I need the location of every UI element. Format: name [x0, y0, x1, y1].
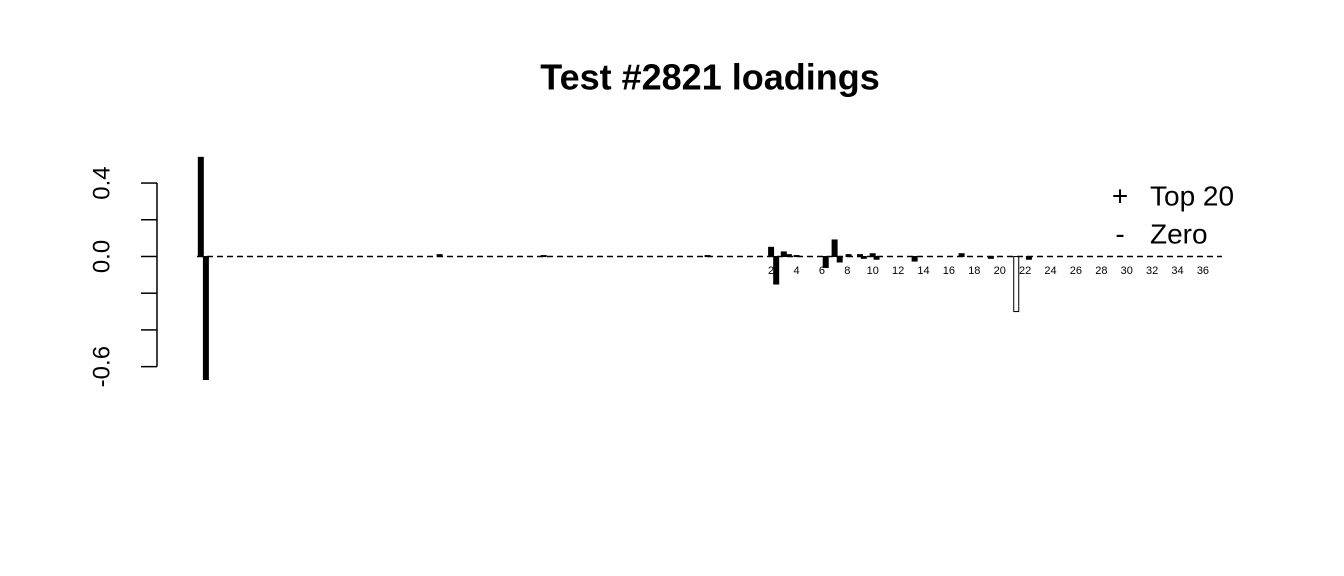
x-tick-label: 14: [917, 265, 929, 277]
bar: [773, 255, 780, 285]
legend-symbol: +: [1112, 180, 1128, 211]
bar: [836, 255, 843, 263]
bar: [911, 255, 918, 262]
y-tick-label: 0.4: [88, 166, 115, 199]
bar: [822, 255, 829, 268]
legend-label: Top 20: [1150, 180, 1234, 211]
x-tick-label: 34: [1171, 265, 1183, 277]
x-tick-label: 6: [819, 265, 825, 277]
bar: [1013, 255, 1020, 313]
x-tick-label: 16: [943, 265, 955, 277]
x-tick-label: 8: [844, 265, 850, 277]
bar: [768, 246, 775, 257]
x-tick-label: 26: [1070, 265, 1082, 277]
legend-symbol: -: [1115, 218, 1124, 249]
x-tick-label: 32: [1146, 265, 1158, 277]
legend-label: Zero: [1150, 218, 1208, 249]
x-tick-label: 28: [1095, 265, 1107, 277]
x-tick-label: 2: [768, 265, 774, 277]
x-tick-label: 12: [892, 265, 904, 277]
x-tick-label: 10: [867, 265, 879, 277]
bar: [197, 156, 204, 257]
y-tick-label: -0.6: [88, 346, 115, 387]
chart-title: Test #2821 loadings: [540, 57, 879, 98]
x-tick-label: 20: [994, 265, 1006, 277]
x-tick-label: 18: [968, 265, 980, 277]
x-tick-label: 36: [1197, 265, 1209, 277]
bar: [873, 255, 880, 260]
bar: [831, 239, 838, 257]
bar: [860, 255, 867, 259]
bar: [202, 255, 209, 380]
x-tick-label: 4: [793, 265, 799, 277]
x-tick-label: 30: [1121, 265, 1133, 277]
x-tick-label: 24: [1044, 265, 1056, 277]
y-tick-label: 0.0: [88, 240, 115, 273]
x-tick-label: 22: [1019, 265, 1031, 277]
